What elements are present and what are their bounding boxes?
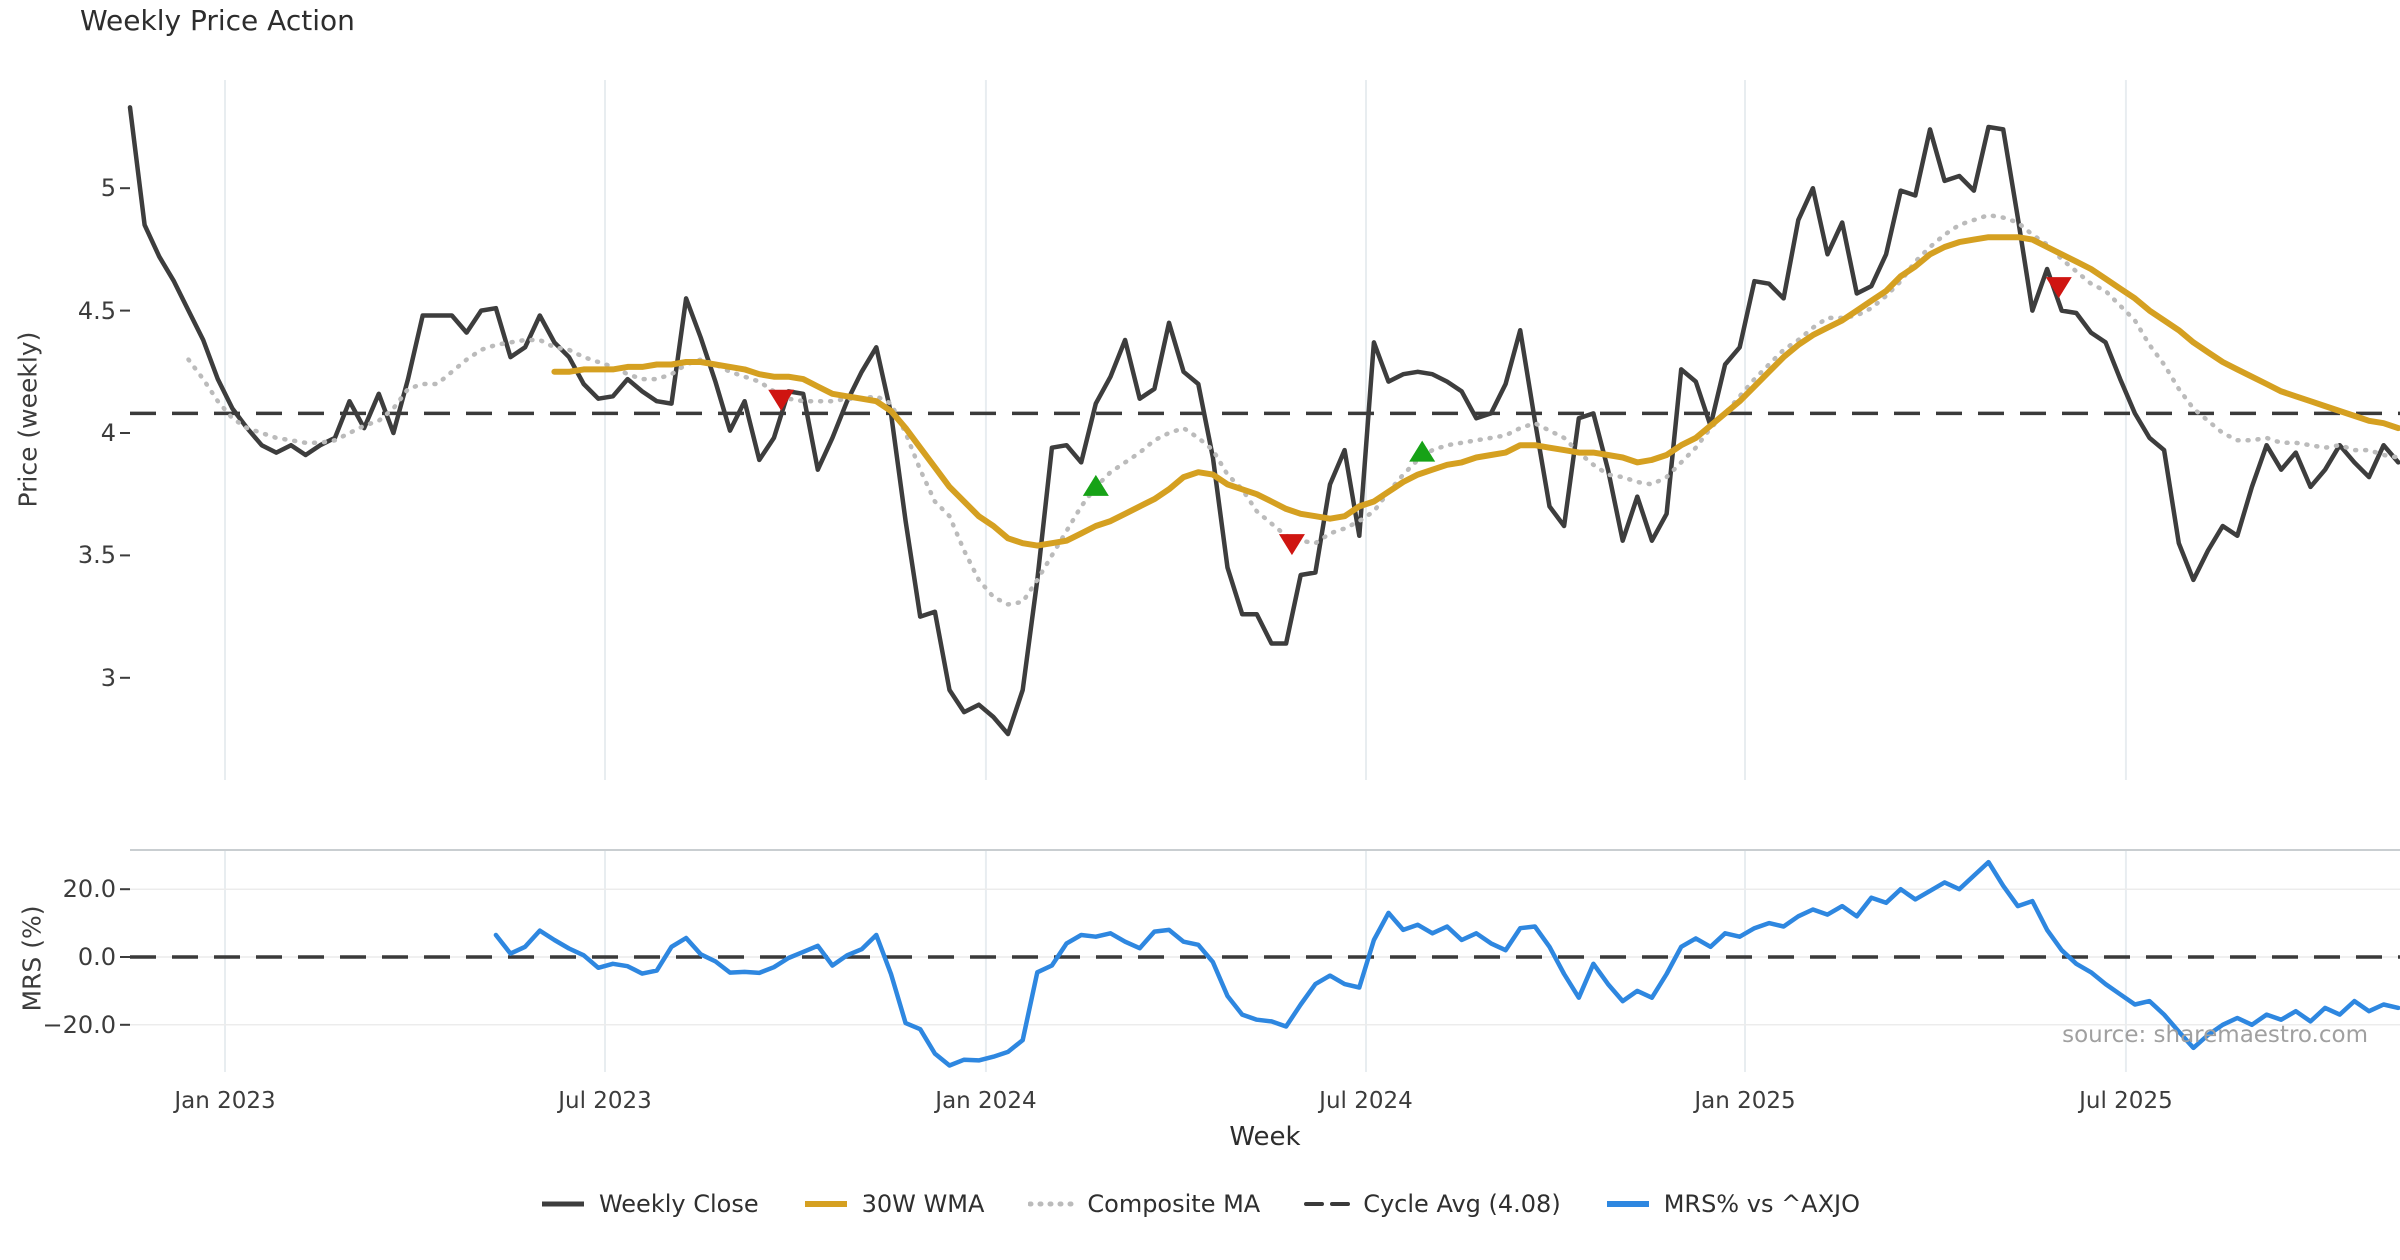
composite-swatch-icon [1028, 1201, 1075, 1207]
mrs-ytick-label: −20.0 [42, 1010, 116, 1039]
price-ytick-label: 4 [100, 419, 116, 447]
weekly-close-swatch-icon [541, 1201, 584, 1207]
sell-signal-marker [1278, 534, 1305, 556]
wma-line [551, 234, 2400, 549]
buy-signal-marker [1409, 440, 1436, 462]
mrs-line [493, 859, 2400, 1068]
mrs-ytick-label: 0.0 [77, 943, 116, 971]
source-watermark: source: sharemaestro.com [2062, 1022, 2368, 1048]
x-tick-label: Jan 2025 [1694, 1088, 1796, 1114]
buy-signal-marker [1082, 474, 1109, 496]
price-ytick-label: 5 [100, 174, 116, 203]
page-title: Weekly Price Action [80, 4, 355, 37]
legend-item-weekly-close: Weekly Close [540, 1190, 759, 1218]
legend-item-composite: Composite MA [1028, 1190, 1260, 1218]
legend-item-cycle-avg: Cycle Avg (4.08) [1304, 1190, 1561, 1218]
x-axis-label: Week [1229, 1122, 1301, 1152]
legend-label: MRS% vs ^AXJO [1663, 1190, 1861, 1218]
mrs-swatch-icon [1606, 1201, 1649, 1207]
x-tick-label: Jul 2023 [558, 1088, 652, 1114]
sell-signal-marker [2045, 277, 2072, 299]
weekly-close-line [127, 105, 2400, 737]
wma-swatch-icon [804, 1201, 847, 1207]
sell-signal-marker [768, 389, 795, 411]
legend-item-mrs: MRS% vs ^AXJO [1605, 1190, 1860, 1218]
legend-item-wma: 30W WMA [803, 1190, 985, 1218]
legend: Weekly Close 30W WMA Composite MA Cycle … [0, 1190, 2400, 1218]
x-tick-label: Jan 2023 [174, 1088, 276, 1114]
price-ytick-label: 3 [100, 663, 116, 692]
x-tick-label: Jul 2025 [2079, 1088, 2173, 1114]
legend-label: 30W WMA [861, 1190, 985, 1218]
legend-label: Weekly Close [598, 1190, 759, 1218]
legend-label: Cycle Avg (4.08) [1363, 1190, 1561, 1218]
x-tick-label: Jan 2024 [935, 1088, 1037, 1114]
x-tick-label: Jul 2024 [1319, 1088, 1413, 1114]
mrs-ytick-label: 20.0 [62, 875, 116, 904]
legend-label: Composite MA [1087, 1190, 1261, 1218]
price-ytick-label: 4.5 [77, 296, 116, 325]
cycle-avg-swatch-icon [1304, 1202, 1351, 1206]
composite-ma-line [186, 212, 2400, 607]
price-ytick-label: 3.5 [77, 541, 116, 570]
